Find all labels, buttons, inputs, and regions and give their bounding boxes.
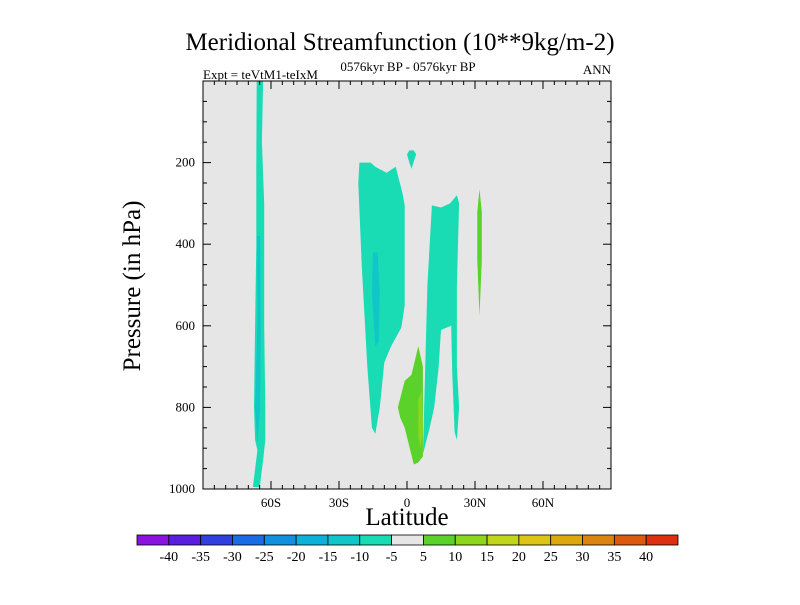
colorbar-box bbox=[359, 534, 392, 546]
y-axis: 200 400 600 800 1000 bbox=[169, 80, 611, 496]
right-subtitle: ANN bbox=[583, 62, 612, 77]
tropical-left-cell bbox=[358, 162, 405, 434]
colorbar-label: 20 bbox=[512, 550, 526, 565]
x-tick-label: 30S bbox=[329, 495, 349, 510]
x-axis: 60S 30S 0 30N 60N bbox=[202, 81, 612, 510]
colorbar-label: 35 bbox=[607, 550, 621, 565]
colorbar-label: -35 bbox=[191, 550, 210, 565]
colorbar-box bbox=[582, 534, 615, 546]
left-subtitle: Expt = teVtM1-teIxM bbox=[203, 67, 318, 82]
colorbar-box bbox=[645, 534, 679, 546]
upper-patch bbox=[407, 150, 417, 169]
colorbar-box bbox=[518, 534, 552, 546]
tropical-left-core bbox=[371, 252, 380, 347]
colorbar-label: -40 bbox=[159, 550, 178, 565]
colorbar-label: 10 bbox=[448, 550, 462, 565]
colorbar-label: 15 bbox=[480, 550, 494, 565]
colorbar-box bbox=[200, 534, 233, 546]
colorbar-box bbox=[550, 534, 583, 546]
colorbar-box bbox=[486, 534, 520, 546]
y-tick-label: 600 bbox=[176, 318, 196, 333]
colorbar-label: -25 bbox=[255, 550, 274, 565]
y-tick-label: 200 bbox=[176, 155, 196, 170]
colorbar-box bbox=[391, 534, 424, 546]
y-tick-label: 800 bbox=[176, 399, 196, 414]
x-tick-label: 60N bbox=[532, 495, 555, 510]
colorbar-label: -20 bbox=[287, 550, 306, 565]
colorbar-box bbox=[454, 534, 488, 546]
colorbar-label: -30 bbox=[223, 550, 242, 565]
y-axis-label: Pressure (in hPa) bbox=[119, 201, 146, 372]
colorbar-box bbox=[613, 534, 647, 546]
colorbar-label: -10 bbox=[350, 550, 369, 565]
colorbar-label: 25 bbox=[544, 550, 558, 565]
y-tick-label: 400 bbox=[176, 236, 196, 251]
x-axis-label: Latitude bbox=[365, 504, 448, 531]
nh-positive-small bbox=[477, 189, 482, 316]
colorbar-label: 40 bbox=[639, 550, 653, 565]
colorbar: -40 -35 -30 -25 -20 -15 -10 -5 5 10 15 20 25 30 35 40 bbox=[136, 534, 679, 565]
contour-regions bbox=[252, 81, 482, 487]
colorbar-box bbox=[327, 534, 361, 546]
colorbar-label: 5 bbox=[420, 550, 427, 565]
sh-high-lat-core bbox=[255, 236, 261, 445]
colorbar-box bbox=[263, 534, 297, 546]
colorbar-label: -15 bbox=[319, 550, 338, 565]
colorbar-box bbox=[136, 534, 170, 546]
center-subtitle: 0576kyr BP - 0576kyr BP bbox=[340, 59, 475, 74]
y-tick-label: 1000 bbox=[169, 481, 195, 496]
colorbar-box bbox=[168, 534, 202, 546]
equatorial-positive bbox=[397, 346, 423, 465]
x-tick-label: 60S bbox=[261, 495, 281, 510]
x-tick-label: 0 bbox=[404, 495, 411, 510]
colorbar-box bbox=[423, 534, 456, 546]
colorbar-box bbox=[295, 534, 329, 546]
tropical-mid-cell bbox=[422, 195, 460, 455]
equatorial-positive-core bbox=[418, 391, 423, 449]
x-tick-label: 30N bbox=[464, 495, 487, 510]
colorbar-label: -5 bbox=[386, 550, 398, 565]
colorbar-label: 30 bbox=[576, 550, 590, 565]
colorbar-box bbox=[232, 534, 265, 546]
chart-title: Meridional Streamfunction (10**9kg/m-2) bbox=[185, 29, 614, 56]
